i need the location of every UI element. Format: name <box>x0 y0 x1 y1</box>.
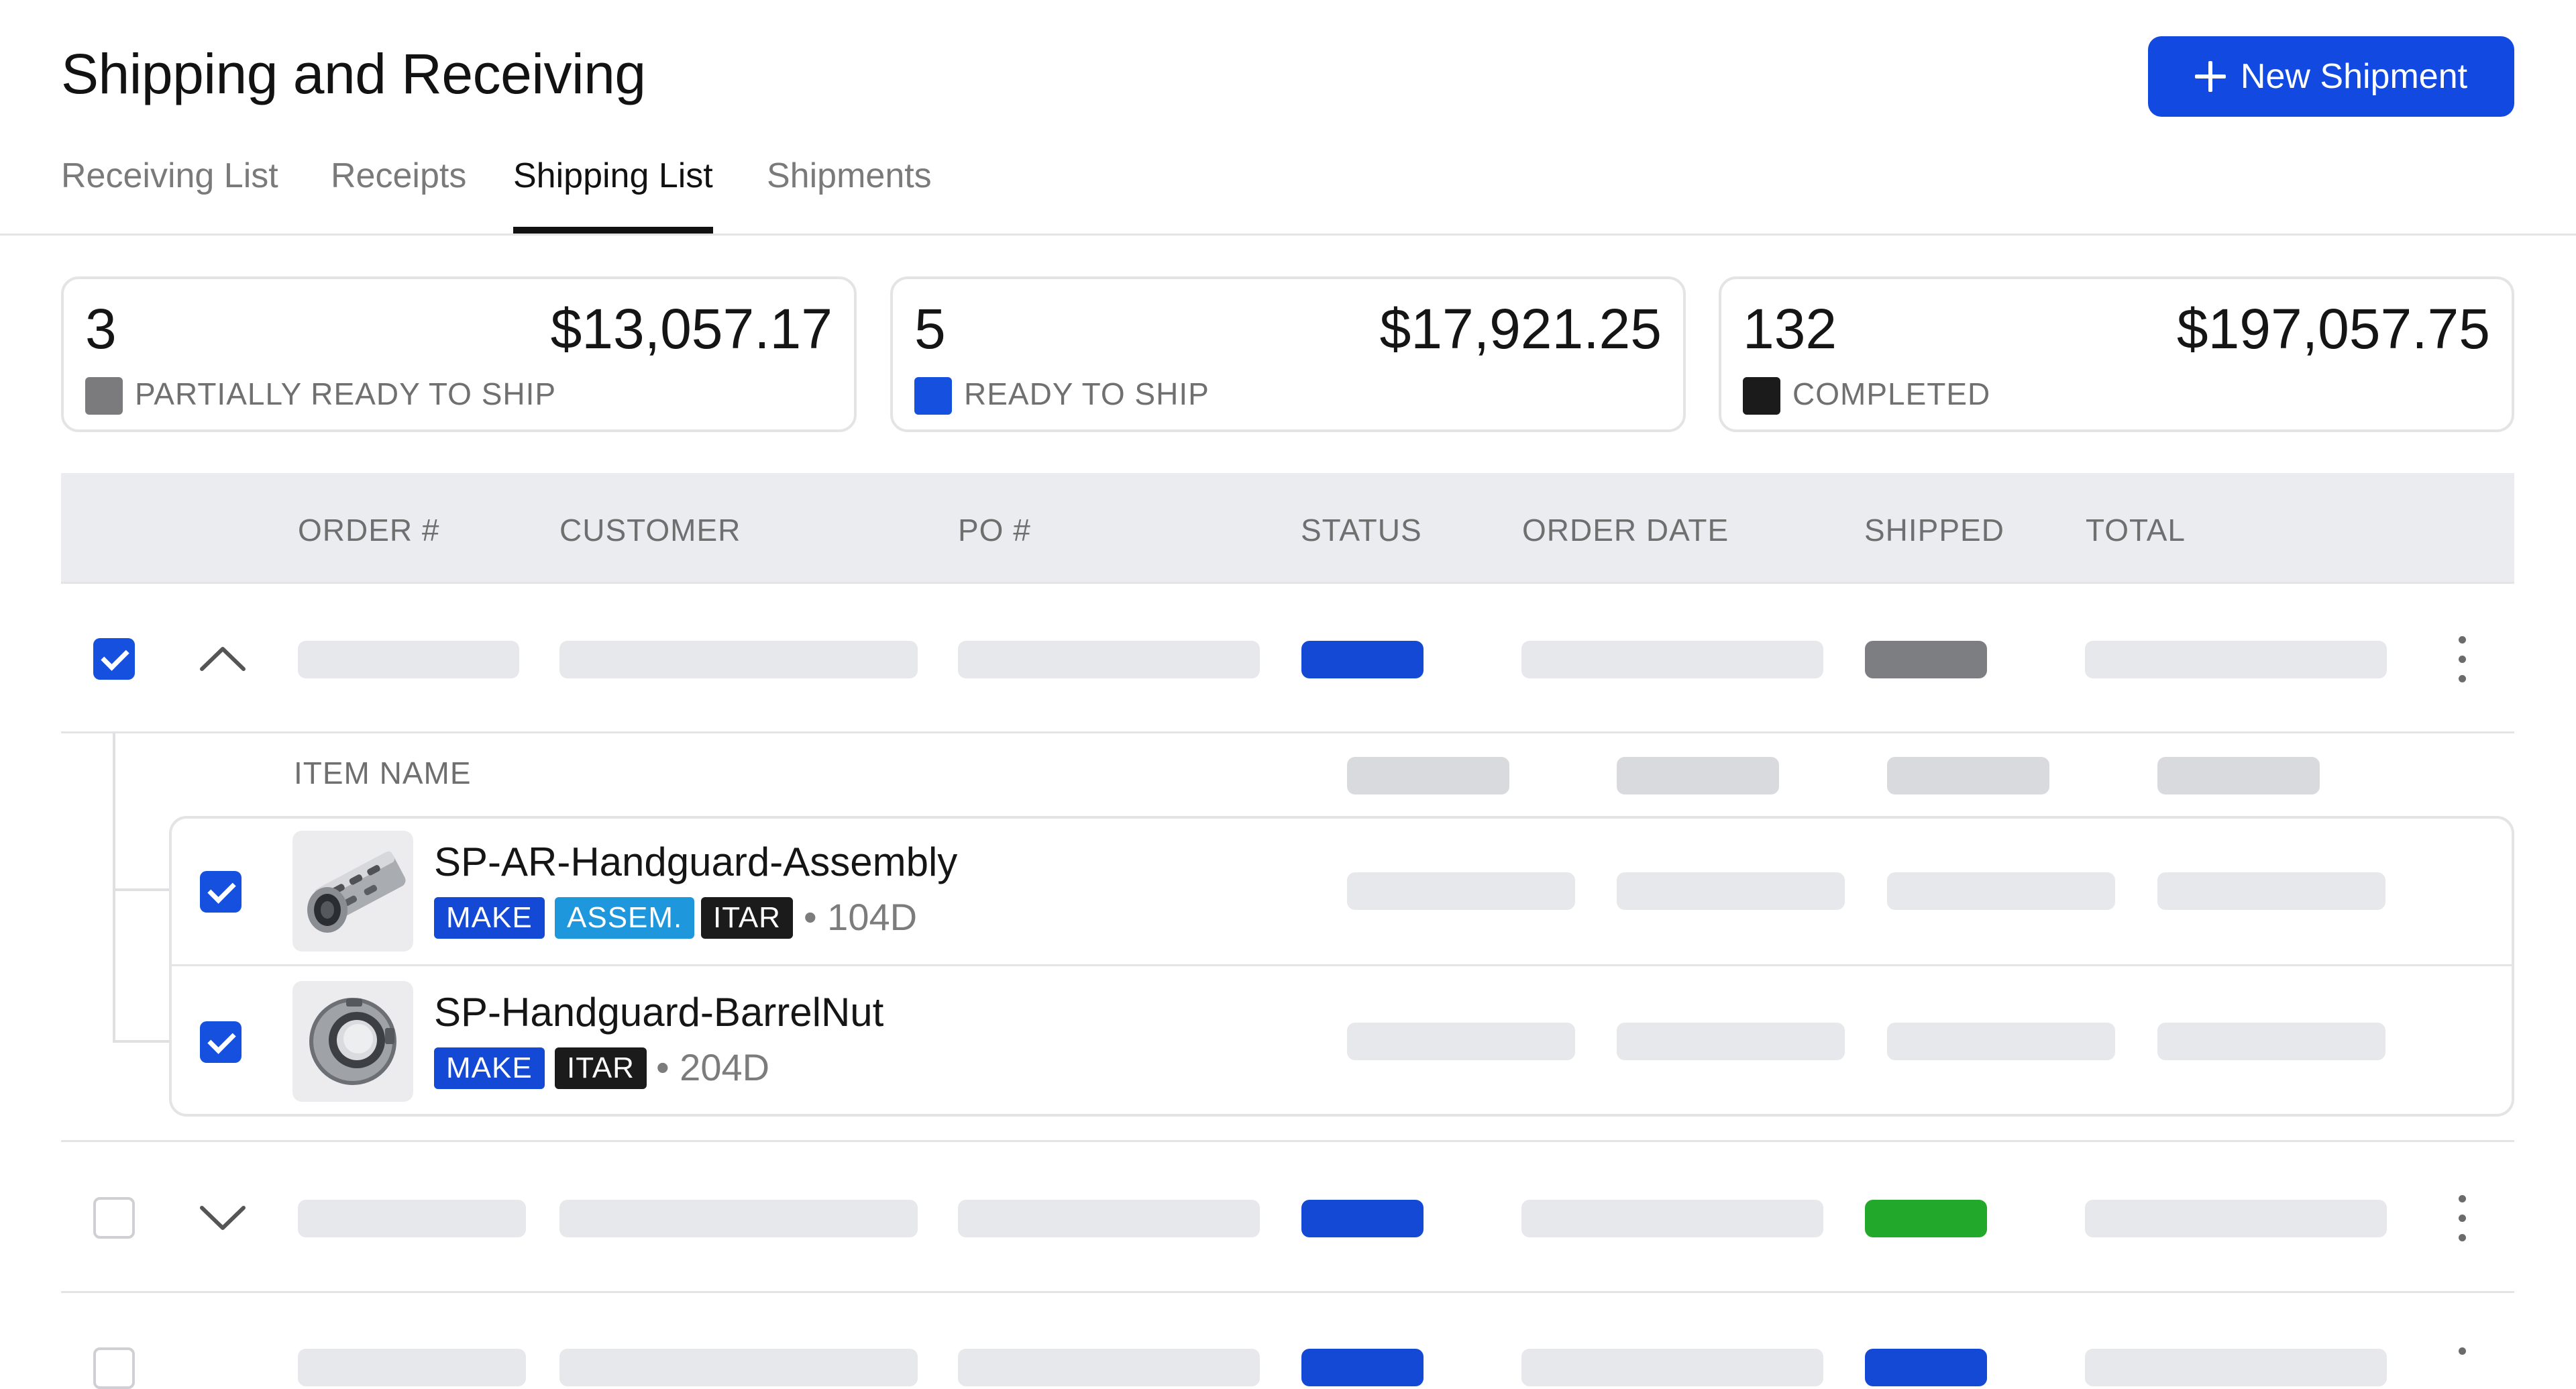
card-label: COMPLETED <box>1792 376 1991 411</box>
row-divider <box>61 1140 2514 1142</box>
column-order-number[interactable]: ORDER # <box>298 513 440 548</box>
tab-shipping-list[interactable]: Shipping List <box>513 156 713 234</box>
tab-receiving-list[interactable]: Receiving List <box>61 156 278 195</box>
row-checkbox[interactable] <box>93 1197 135 1239</box>
chevron-down-icon[interactable] <box>199 1194 246 1241</box>
item-divider <box>172 964 2512 966</box>
placeholder-order-date <box>1521 641 1823 678</box>
lead-time: • 204D <box>656 1046 770 1088</box>
placeholder-item-value <box>1617 872 1845 910</box>
more-options-icon[interactable] <box>2452 636 2472 683</box>
column-customer[interactable]: CUSTOMER <box>559 513 741 548</box>
row-divider <box>61 731 2514 733</box>
placeholder-item-value <box>2157 872 2385 910</box>
placeholder-item-value <box>1887 1023 2115 1060</box>
item-name[interactable]: SP-AR-Handguard-Assembly <box>434 839 958 884</box>
placeholder-item-column <box>2157 757 2320 794</box>
placeholder-order-date <box>1521 1200 1823 1237</box>
item-name-header: ITEM NAME <box>294 756 472 790</box>
column-status[interactable]: STATUS <box>1301 513 1422 548</box>
placeholder-order-number <box>298 641 519 678</box>
placeholder-total <box>2085 1200 2387 1237</box>
chevron-up-icon[interactable] <box>199 635 246 682</box>
card-amount: $197,057.75 <box>2176 297 2490 360</box>
shipped-badge <box>1865 1200 1987 1237</box>
placeholder-order-number <box>298 1349 526 1386</box>
placeholder-total <box>2085 641 2387 678</box>
card-label: PARTIALLY READY TO SHIP <box>135 376 557 411</box>
status-badge <box>1301 641 1424 678</box>
more-options-icon[interactable] <box>2452 1347 2472 1355</box>
item-checkbox[interactable] <box>200 1021 241 1063</box>
card-count: 3 <box>85 297 117 360</box>
column-order-date[interactable]: ORDER DATE <box>1522 513 1729 548</box>
tag-itar: ITAR <box>555 1047 647 1089</box>
summary-card-ready[interactable]: 5 $17,921.25 READY TO SHIP <box>890 276 1686 432</box>
row-divider <box>61 582 2514 584</box>
column-po-number[interactable]: PO # <box>958 513 1031 548</box>
status-swatch <box>1743 377 1780 415</box>
new-shipment-label: New Shipment <box>2240 57 2468 96</box>
item-name[interactable]: SP-Handguard-BarrelNut <box>434 990 884 1035</box>
column-total[interactable]: TOTAL <box>2086 513 2186 548</box>
status-badge <box>1301 1200 1424 1237</box>
tree-connector <box>113 733 115 1041</box>
tab-receipts[interactable]: Receipts <box>331 156 467 195</box>
placeholder-po-number <box>958 641 1260 678</box>
card-label: READY TO SHIP <box>964 376 1210 411</box>
placeholder-po-number <box>958 1349 1260 1386</box>
more-options-icon[interactable] <box>2452 1195 2472 1242</box>
placeholder-item-value <box>1347 1023 1575 1060</box>
card-amount: $13,057.17 <box>550 297 833 360</box>
shipped-badge <box>1865 1349 1987 1386</box>
new-shipment-button[interactable]: New Shipment <box>2148 36 2514 117</box>
placeholder-item-column <box>1347 757 1509 794</box>
placeholder-customer <box>559 1349 918 1386</box>
tabs-divider <box>0 234 2576 236</box>
placeholder-customer <box>559 1200 918 1237</box>
placeholder-total <box>2085 1349 2387 1386</box>
card-count: 132 <box>1743 297 1837 360</box>
placeholder-item-value <box>1887 872 2115 910</box>
placeholder-item-value <box>1617 1023 1845 1060</box>
placeholder-po-number <box>958 1200 1260 1237</box>
placeholder-order-date <box>1521 1349 1823 1386</box>
placeholder-item-value <box>1347 872 1575 910</box>
tab-shipments[interactable]: Shipments <box>767 156 932 195</box>
tree-connector <box>113 1040 170 1043</box>
plus-icon <box>2194 61 2226 92</box>
row-checkbox[interactable] <box>93 638 135 680</box>
table-header: ORDER # CUSTOMER PO # STATUS ORDER DATE … <box>61 473 2514 583</box>
status-swatch <box>914 377 952 415</box>
handguard-assembly-icon <box>292 831 413 951</box>
placeholder-item-column <box>1887 757 2049 794</box>
placeholder-customer <box>559 641 918 678</box>
tag-assembly: ASSEM. <box>555 897 695 939</box>
card-amount: $17,921.25 <box>1379 297 1662 360</box>
placeholder-item-value <box>2157 1023 2385 1060</box>
tag-itar: ITAR <box>701 897 793 939</box>
shipped-badge <box>1865 641 1987 678</box>
summary-card-partially-ready[interactable]: 3 $13,057.17 PARTIALLY READY TO SHIP <box>61 276 857 432</box>
placeholder-item-column <box>1617 757 1779 794</box>
column-shipped[interactable]: SHIPPED <box>1864 513 2004 548</box>
status-badge <box>1301 1349 1424 1386</box>
tree-connector <box>113 888 170 891</box>
summary-card-completed[interactable]: 132 $197,057.75 COMPLETED <box>1719 276 2514 432</box>
tag-make: MAKE <box>434 897 545 939</box>
row-divider <box>61 1291 2514 1293</box>
card-count: 5 <box>914 297 946 360</box>
placeholder-order-number <box>298 1200 526 1237</box>
row-checkbox[interactable] <box>93 1347 135 1389</box>
item-checkbox[interactable] <box>200 871 241 913</box>
status-swatch <box>85 377 123 415</box>
barrel-nut-icon <box>292 981 413 1102</box>
tag-make: MAKE <box>434 1047 545 1089</box>
page-title: Shipping and Receiving <box>61 42 646 105</box>
lead-time: • 104D <box>804 896 918 938</box>
